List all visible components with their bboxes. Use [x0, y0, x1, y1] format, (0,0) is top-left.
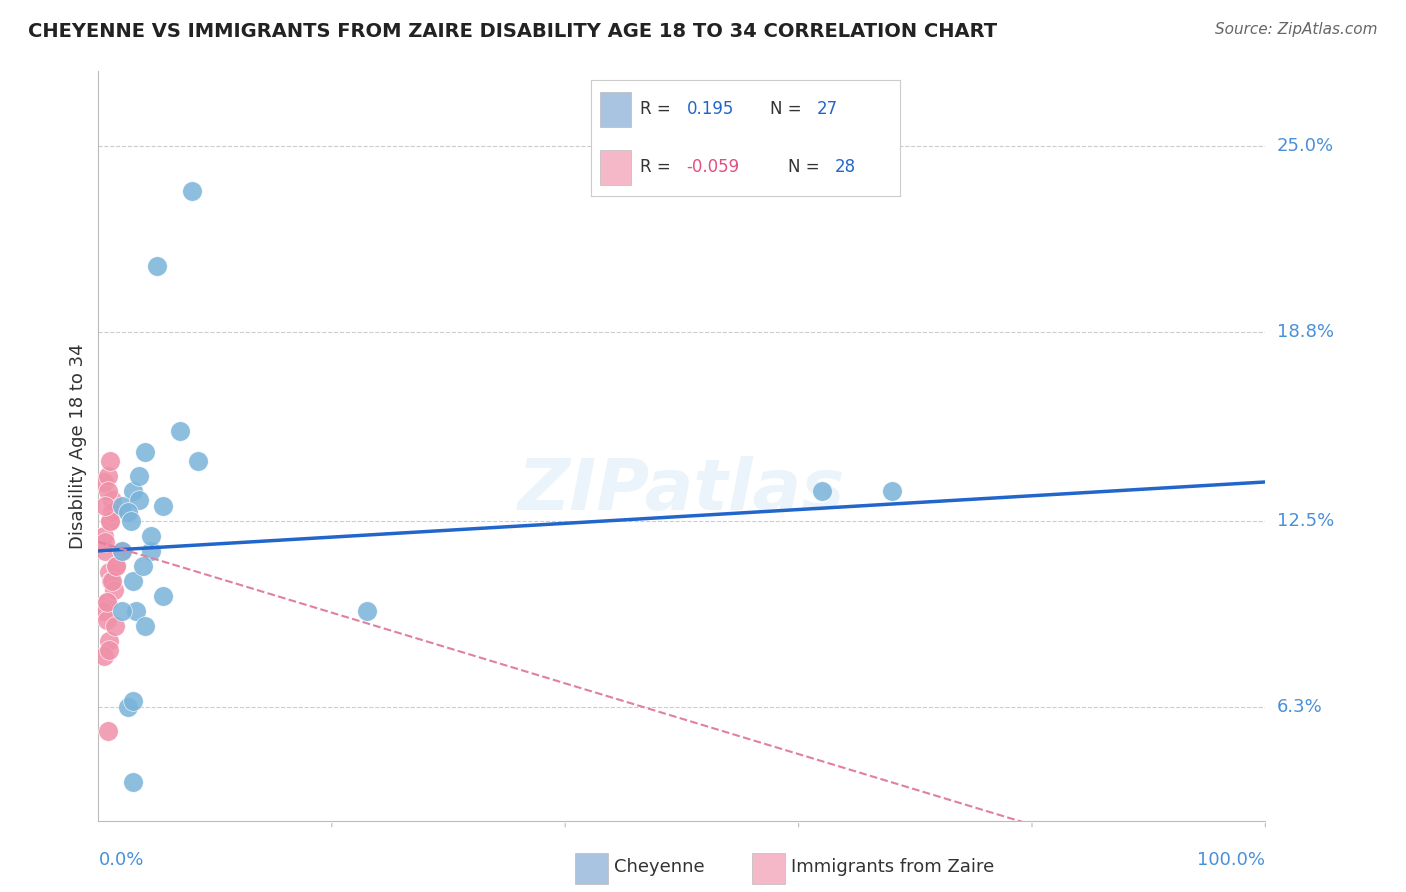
FancyBboxPatch shape — [600, 150, 631, 185]
Point — [152, 589, 174, 603]
Text: -0.059: -0.059 — [686, 158, 740, 177]
Text: 100.0%: 100.0% — [1198, 851, 1265, 869]
Text: CHEYENNE VS IMMIGRANTS FROM ZAIRE DISABILITY AGE 18 TO 34 CORRELATION CHART: CHEYENNE VS IMMIGRANTS FROM ZAIRE DISABI… — [28, 22, 997, 41]
Text: R =: R = — [640, 158, 676, 177]
Point — [97, 633, 120, 648]
Point — [146, 259, 169, 273]
Point — [97, 469, 120, 483]
Point — [100, 574, 122, 588]
Point — [96, 595, 118, 609]
Point — [97, 565, 120, 579]
Point — [98, 454, 121, 468]
Point — [125, 604, 148, 618]
Text: R =: R = — [640, 100, 676, 119]
Point — [93, 529, 115, 543]
Point — [169, 424, 191, 438]
FancyBboxPatch shape — [575, 854, 607, 883]
Point — [811, 483, 834, 498]
Point — [139, 544, 162, 558]
Point — [122, 483, 145, 498]
Point — [134, 619, 156, 633]
Text: ZIPatlas: ZIPatlas — [519, 457, 845, 525]
FancyBboxPatch shape — [752, 854, 785, 883]
Point — [139, 529, 162, 543]
Point — [128, 469, 150, 483]
Point — [356, 604, 378, 618]
Point — [97, 642, 120, 657]
Point — [122, 774, 145, 789]
Point — [94, 535, 117, 549]
Point — [111, 499, 134, 513]
Point — [880, 483, 903, 498]
Text: Cheyenne: Cheyenne — [614, 858, 704, 877]
Point — [93, 648, 115, 663]
Point — [128, 492, 150, 507]
Text: 18.8%: 18.8% — [1277, 323, 1333, 341]
Text: N =: N = — [789, 158, 825, 177]
Point — [111, 544, 134, 558]
Text: 27: 27 — [817, 100, 838, 119]
Point — [187, 454, 209, 468]
Point — [104, 558, 127, 573]
Text: N =: N = — [770, 100, 807, 119]
Text: Source: ZipAtlas.com: Source: ZipAtlas.com — [1215, 22, 1378, 37]
Point — [91, 604, 114, 618]
Point — [111, 544, 134, 558]
Text: Immigrants from Zaire: Immigrants from Zaire — [790, 858, 994, 877]
Point — [96, 613, 118, 627]
Text: 6.3%: 6.3% — [1277, 698, 1322, 715]
Point — [94, 499, 117, 513]
Point — [96, 595, 118, 609]
Point — [101, 492, 124, 507]
Point — [98, 514, 121, 528]
Point — [104, 558, 127, 573]
Point — [152, 499, 174, 513]
Point — [134, 445, 156, 459]
Y-axis label: Disability Age 18 to 34: Disability Age 18 to 34 — [69, 343, 87, 549]
Point — [104, 619, 127, 633]
Point — [132, 558, 155, 573]
Text: 0.195: 0.195 — [686, 100, 734, 119]
Point — [93, 475, 115, 489]
Point — [98, 514, 121, 528]
Point — [122, 694, 145, 708]
Point — [117, 699, 139, 714]
Point — [180, 184, 202, 198]
Text: 25.0%: 25.0% — [1277, 137, 1334, 155]
Point — [101, 505, 124, 519]
Point — [120, 514, 142, 528]
Point — [111, 604, 134, 618]
Point — [97, 483, 120, 498]
Point — [101, 574, 124, 588]
Point — [117, 505, 139, 519]
FancyBboxPatch shape — [600, 92, 631, 127]
Text: 12.5%: 12.5% — [1277, 512, 1334, 530]
Point — [97, 723, 120, 738]
Point — [103, 582, 125, 597]
Point — [94, 544, 117, 558]
Text: 28: 28 — [835, 158, 856, 177]
Text: 0.0%: 0.0% — [98, 851, 143, 869]
Point — [122, 574, 145, 588]
